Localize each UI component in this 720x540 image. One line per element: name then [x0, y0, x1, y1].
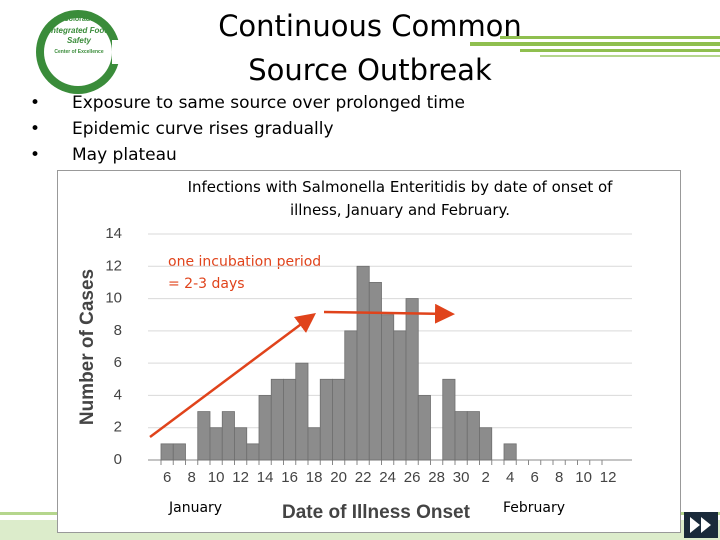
logo [36, 10, 128, 94]
bullet: Exposure to same source over prolonged t… [28, 90, 465, 116]
x-tick-label: 14 [257, 469, 274, 486]
bar [258, 395, 272, 461]
annotation-bg [162, 250, 328, 296]
x-tick-label: 8 [555, 469, 563, 486]
chart-title: Infections with Salmonella Enteritidis b… [187, 178, 613, 219]
y-tick-label: 12 [105, 257, 122, 274]
x-tick-label: 30 [453, 469, 470, 486]
bar [479, 427, 493, 461]
x-tick-label: 12 [600, 469, 617, 486]
bar [209, 427, 223, 461]
x-tick-label: 20 [330, 469, 347, 486]
nav-button[interactable] [684, 512, 718, 538]
bullet-text: May plateau [72, 145, 177, 165]
bar [393, 330, 407, 461]
bullet-list: Exposure to same source over prolonged t… [28, 90, 465, 168]
logo-text: Colorado Integrated Food Safety Center o… [46, 14, 112, 58]
logo-middle: Integrated Food Safety [48, 26, 110, 45]
bar [332, 378, 346, 461]
bar [234, 427, 248, 461]
annotation: one incubation period = 2-3 days [168, 254, 322, 292]
month-label: January [168, 500, 222, 516]
bar [319, 378, 333, 461]
title-line: Continuous Common [218, 9, 522, 43]
y-tick-label: 8 [114, 322, 122, 339]
x-tick-label: 12 [232, 469, 249, 486]
bar [197, 411, 211, 461]
bar [307, 427, 321, 461]
bar [405, 298, 419, 461]
bar [417, 395, 431, 461]
x-tick-label: 6 [163, 469, 171, 486]
y-tick-label: 2 [114, 419, 122, 436]
bar [356, 265, 370, 461]
bullet-text: Exposure to same source over prolonged t… [72, 93, 466, 113]
y-tick-label: 14 [105, 225, 122, 242]
y-axis-label: Number of Cases [77, 269, 98, 425]
x-tick-label: 18 [306, 469, 323, 486]
y-tick-label: 6 [114, 354, 122, 371]
bullet-text: Epidemic curve rises gradually [72, 119, 334, 139]
bar [246, 443, 260, 461]
month-label: February [503, 500, 565, 516]
x-tick-label: 6 [530, 469, 538, 486]
annotation-box: one incubation period = 2-3 days [168, 254, 322, 292]
slide-title: Continuous Common Source Outbreak [170, 4, 570, 92]
x-tick-label: 24 [379, 469, 396, 486]
bar [454, 411, 468, 461]
x-tick-label: 16 [281, 469, 298, 486]
arrow [149, 313, 317, 439]
arrow [323, 303, 455, 324]
logo-top: Colorado [63, 16, 95, 23]
bar [221, 411, 235, 461]
x-axis-label: Date of Illness Onset [282, 502, 471, 523]
x-tick-label: 26 [404, 469, 421, 486]
bar [344, 330, 358, 461]
x-tick-label: 8 [187, 469, 195, 486]
x-tick-label: 10 [208, 469, 225, 486]
bar [270, 378, 284, 461]
bar [295, 362, 309, 461]
logo-bottom: Center of Excellence [54, 49, 104, 55]
bar [172, 443, 186, 461]
y-tick-label: 0 [114, 451, 122, 468]
bar [368, 282, 382, 461]
bullet: Epidemic curve rises gradually [28, 116, 465, 142]
bar [442, 378, 456, 461]
x-tick-label: 10 [575, 469, 592, 486]
bar [160, 443, 174, 461]
x-tick-label: 2 [481, 469, 489, 486]
title-line: Source Outbreak [248, 53, 492, 87]
bar [503, 443, 517, 461]
x-tick-label: 22 [355, 469, 372, 486]
y-tick-label: 4 [114, 386, 122, 403]
bar [466, 411, 480, 461]
x-tick-label: 4 [506, 469, 514, 486]
bar [381, 314, 395, 461]
bar [283, 378, 297, 461]
x-tick-label: 28 [428, 469, 445, 486]
y-tick-label: 10 [105, 290, 122, 307]
bullet: May plateau [28, 142, 465, 168]
